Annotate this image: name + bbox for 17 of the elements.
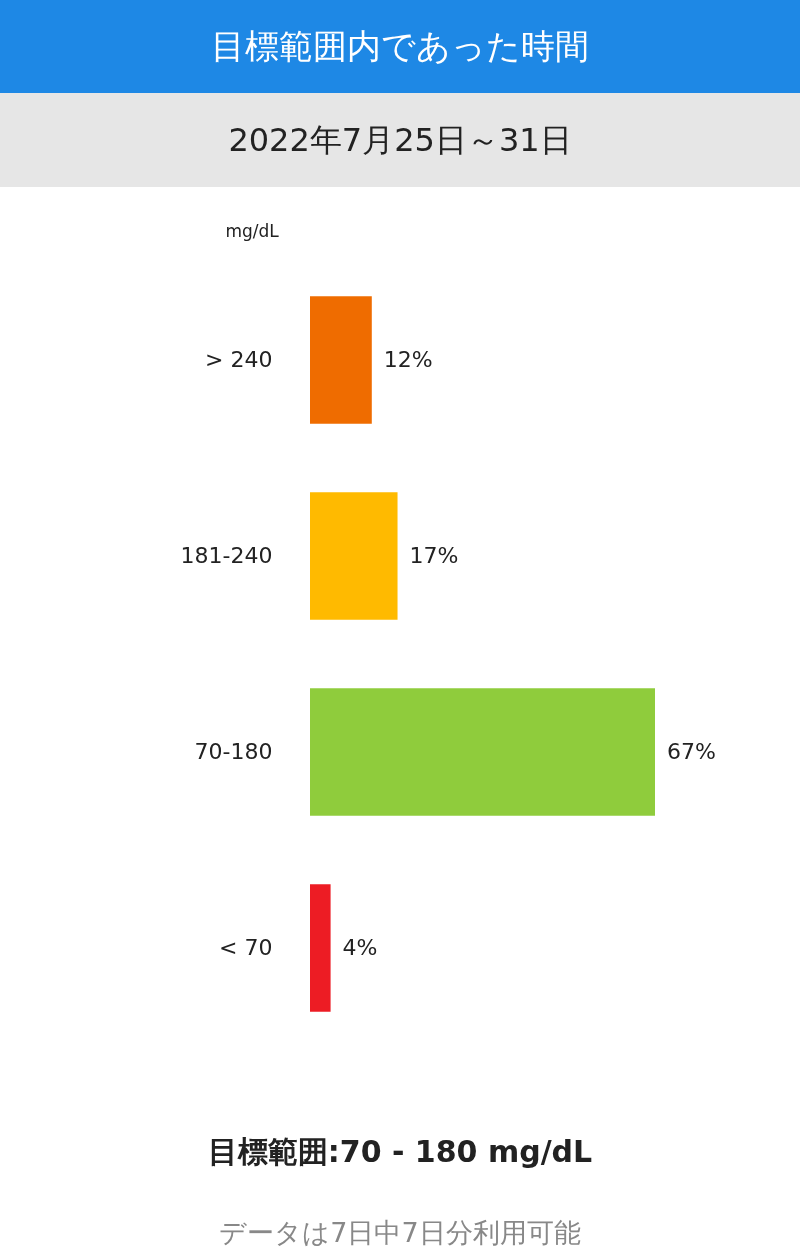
y-axis-title: mg/dL xyxy=(225,220,280,241)
bar xyxy=(310,296,372,424)
chart-subtitle: 2022年7月25日～31日 xyxy=(0,93,800,187)
bar xyxy=(310,688,655,816)
text: 目標範囲:70 - 180 mg/dL xyxy=(206,1133,594,1171)
y-tick-label: 181-240 xyxy=(180,543,273,568)
y-tick-label: < 70 xyxy=(219,935,273,960)
bar xyxy=(310,884,331,1012)
y-tick-label: > 240 xyxy=(205,347,273,372)
bar xyxy=(310,492,398,620)
data-label: 12% xyxy=(383,347,433,372)
data-label: 17% xyxy=(409,543,459,568)
y-tick-label: 70-180 xyxy=(194,739,273,764)
data-label: 4% xyxy=(342,935,378,960)
text: データは7日中7日分利用可能 xyxy=(218,1216,582,1250)
data-label: 67% xyxy=(667,739,716,764)
chart-title: 目標範囲内であった時間 xyxy=(0,0,800,93)
